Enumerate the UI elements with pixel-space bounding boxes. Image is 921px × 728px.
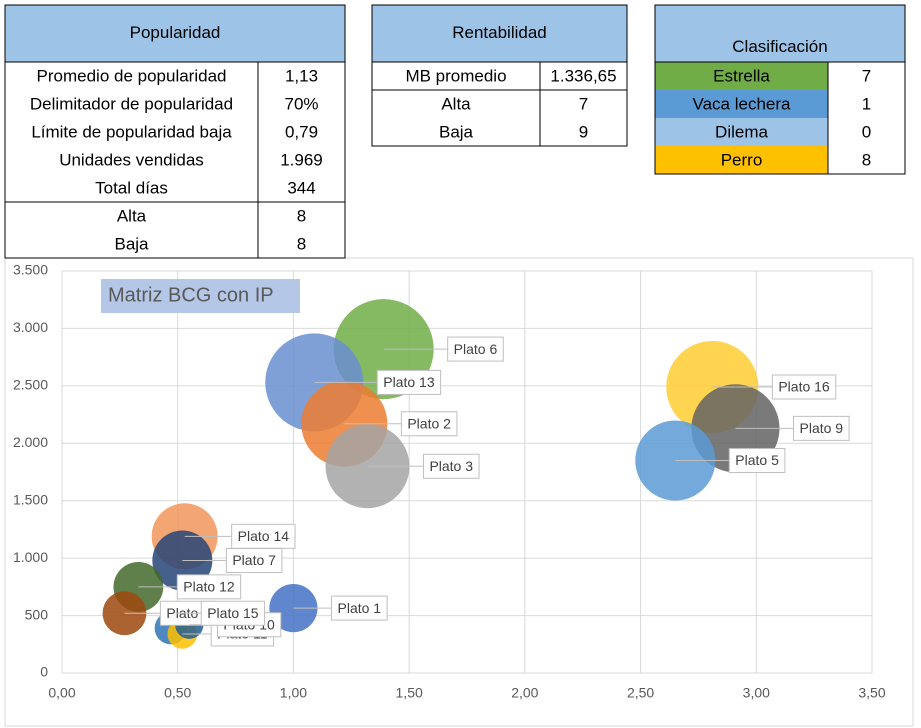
row-value: 8: [862, 150, 871, 169]
row-label: Vaca lechera: [693, 94, 792, 113]
x-tick-label: 0,00: [48, 685, 75, 701]
row-label: Dilema: [715, 122, 768, 141]
row-label: Alta: [441, 94, 471, 113]
bubble-label: Plato 13: [383, 374, 435, 390]
row-label: Baja: [114, 234, 149, 253]
table-title: Popularidad: [130, 23, 221, 42]
row-value: 8: [297, 234, 306, 253]
bubble-label: Plato 1: [338, 600, 382, 616]
label-box: [231, 523, 296, 549]
label-box: [176, 574, 242, 600]
y-tick-label: 3.500: [13, 262, 48, 278]
label-box: [376, 369, 442, 395]
table-header: [371, 4, 628, 63]
x-tick-label: 2,50: [627, 685, 654, 701]
row-fill: [655, 62, 828, 90]
y-tick-label: 3.000: [13, 319, 48, 335]
row-label: MB promedio: [405, 66, 506, 85]
row-group: [4, 201, 346, 259]
row-value: 7: [862, 66, 871, 85]
row-value: 7: [579, 94, 588, 113]
chart: 0 500 1.000 1.500 2.000 2.500 3.000 3.500 0,00 0,…: [13, 262, 886, 701]
bubble-label: Plato 14: [238, 528, 290, 544]
label-box: [771, 374, 837, 400]
row-label: Alta: [117, 206, 147, 225]
row-label: Perro: [721, 150, 763, 169]
label-box: [447, 336, 504, 362]
row-label: Unidades vendidas: [59, 150, 204, 169]
row-value: 344: [287, 178, 315, 197]
row-value: 1: [862, 94, 871, 113]
bubble-label: Plato 3: [429, 458, 473, 474]
row-value: 1.969: [280, 150, 323, 169]
row-fill: [655, 90, 828, 118]
x-tick-label: 0,50: [164, 685, 191, 701]
y-tick-label: 0: [40, 664, 48, 680]
bubble-label: Plato 12: [183, 579, 235, 595]
label-box: [331, 595, 388, 621]
label-box: [728, 448, 786, 474]
label-box: [225, 547, 283, 573]
label-box: [793, 415, 850, 441]
row-label: Estrella: [713, 66, 770, 85]
row-label: Delimitador de popularidad: [30, 94, 233, 113]
row-label: Total días: [95, 178, 168, 197]
row-label: Baja: [439, 122, 474, 141]
y-tick-label: 2.500: [13, 377, 48, 393]
row-value: 8: [297, 206, 306, 225]
bubble-label: Plato 9: [800, 420, 844, 436]
x-tick-label: 2,00: [511, 685, 538, 701]
chart-area: [4, 257, 914, 727]
row-fill: [655, 118, 828, 146]
bubble-label: Plato 16: [778, 379, 830, 395]
bubble-label: Plato 15: [207, 605, 259, 621]
table-header: [654, 4, 906, 63]
y-tick-label: 1.000: [13, 549, 48, 565]
x-tick-label: 1,00: [280, 685, 307, 701]
grid: [61, 270, 873, 674]
row-fill: [655, 146, 828, 174]
table-header: [4, 4, 346, 63]
bubble-label: Plato 2: [407, 415, 451, 431]
x-tick-label: 3,00: [743, 685, 770, 701]
label-box: [422, 453, 480, 479]
title-box: [101, 279, 300, 313]
x-tick-label: 3,50: [858, 685, 885, 701]
bubble-label: Plato 6: [454, 341, 498, 357]
y-tick-label: 2.000: [13, 434, 48, 450]
row-value: 1.336,65: [550, 66, 616, 85]
chart-title: Matriz BCG con IP: [108, 284, 274, 306]
table-title: Rentabilidad: [452, 23, 547, 42]
row-group: [371, 89, 628, 147]
row-label: Límite de popularidad baja: [31, 122, 232, 141]
row-label: Promedio de popularidad: [37, 66, 227, 85]
label-box: [400, 411, 458, 437]
row-value: 0,79: [285, 122, 318, 141]
row-value: 9: [579, 122, 588, 141]
label-box: [200, 600, 266, 626]
bubble-label: Plato 7: [232, 552, 276, 568]
row-group: [654, 61, 906, 175]
table-title: Clasificación: [732, 37, 827, 56]
x-tick-label: 1,50: [396, 685, 423, 701]
y-tick-label: 1.500: [13, 491, 48, 507]
row-value: 0: [862, 122, 871, 141]
row-value: 1,13: [285, 66, 318, 85]
bubble-labels: Plato 6 Plato 13 Plato 16 Plato 9 Plato 2 Pla…: [124, 336, 850, 647]
bubble-label: Plato 5: [735, 452, 779, 468]
row-value: 70%: [284, 94, 318, 113]
tables: Popularidad Promedio de popularidad 1,13 De…: [4, 4, 906, 259]
y-tick-label: 500: [25, 606, 49, 622]
